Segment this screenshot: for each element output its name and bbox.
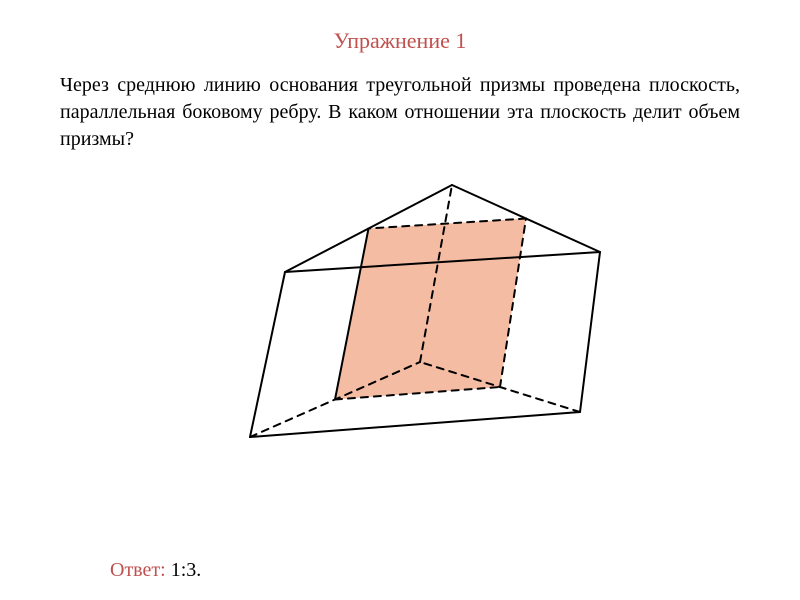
answer-line: Ответ: 1:3. (110, 559, 201, 582)
answer-value: 1:3. (166, 559, 202, 581)
exercise-title: Упражнение 1 (0, 28, 800, 54)
problem-text: Через среднюю линию основания треугольно… (60, 72, 740, 153)
answer-label: Ответ: (110, 559, 166, 581)
prism-diagram (190, 167, 610, 467)
